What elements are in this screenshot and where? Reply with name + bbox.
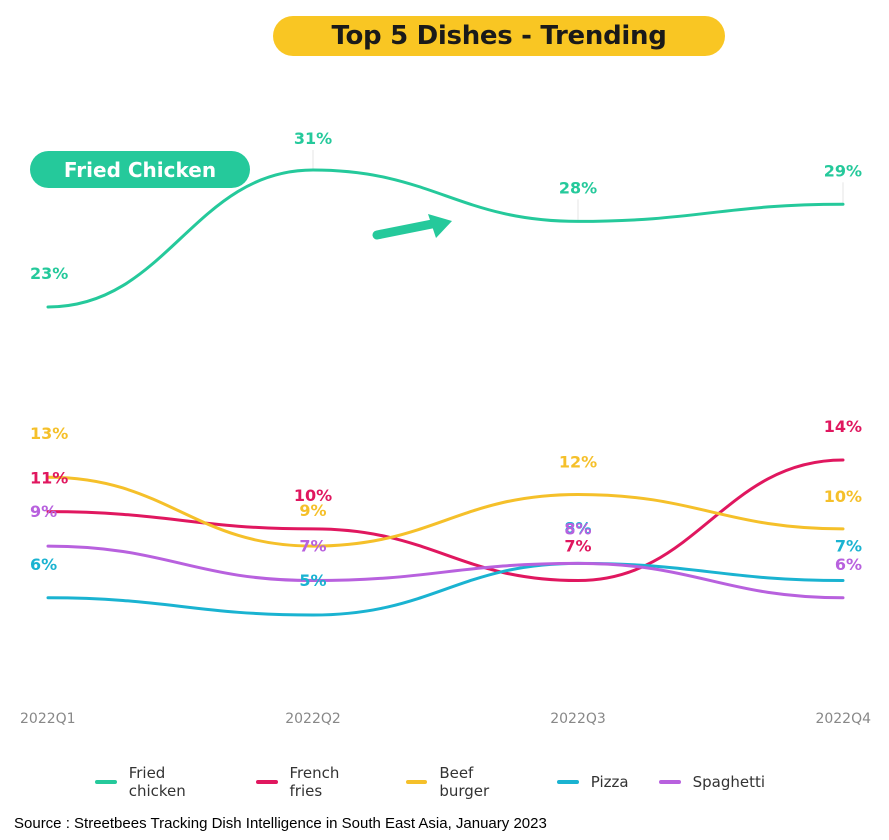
legend-item: French fries xyxy=(255,764,376,800)
legend-swatch xyxy=(658,780,681,784)
arrow-shaft xyxy=(372,219,437,240)
x-tick-label: 2022Q1 xyxy=(20,711,76,727)
legend-label: Spaghetti xyxy=(692,773,765,791)
guide-lines xyxy=(312,150,844,222)
legend-swatch xyxy=(405,780,428,784)
legend-swatch xyxy=(95,780,117,784)
data-label-spaghetti: 9% xyxy=(30,502,57,521)
trend-arrow-icon xyxy=(372,214,452,240)
chart-title: Top 5 Dishes - Trending xyxy=(273,16,725,56)
data-label-spaghetti: 7% xyxy=(299,537,326,556)
fried-chicken-badge: Fried Chicken xyxy=(30,151,250,188)
data-label-spaghetti: 8% xyxy=(564,519,591,538)
data-label-pizza: 8% xyxy=(564,518,591,537)
data-label-beef-burger: 10% xyxy=(824,487,862,506)
legend-label: Pizza xyxy=(590,773,629,791)
data-label-spaghetti: 6% xyxy=(835,555,862,574)
data-label-pizza: 7% xyxy=(835,537,862,556)
legend-item: Beef burger xyxy=(405,764,527,800)
data-label-beef-burger: 13% xyxy=(30,424,68,443)
data-label-fried-chicken: 23% xyxy=(30,264,68,283)
legend-item: Spaghetti xyxy=(658,773,765,791)
legend-swatch xyxy=(556,780,579,784)
source-note: Source : Streetbees Tracking Dish Intell… xyxy=(14,815,547,832)
line-chart: 23% 31% 28% 29% 11% 10% 7% 14% 13% 9% 12% 10% 6% 5% 8%… xyxy=(20,129,871,727)
legend-item: Fried chicken xyxy=(95,764,226,800)
series-line-fried-chicken xyxy=(46,168,845,309)
data-label-french-fries: 14% xyxy=(824,417,862,436)
data-label-french-fries: 10% xyxy=(294,486,332,505)
data-label-beef-burger: 12% xyxy=(559,452,597,471)
data-label-fried-chicken: 31% xyxy=(294,129,332,148)
chart-legend: Fried chicken French fries Beef burger Pizz… xyxy=(95,764,795,800)
data-label-fried-chicken: 29% xyxy=(824,161,862,180)
x-tick-label: 2022Q3 xyxy=(550,711,606,727)
data-label-french-fries: 11% xyxy=(30,469,68,488)
data-label-pizza: 5% xyxy=(299,571,326,590)
legend-label: French fries xyxy=(289,764,340,800)
legend-item: Pizza xyxy=(556,773,629,791)
series-line-beef-burger xyxy=(46,475,845,548)
series-line-spaghetti xyxy=(46,544,845,600)
series-line-pizza xyxy=(46,561,845,617)
arrow-head xyxy=(428,214,452,238)
data-label-fried-chicken: 28% xyxy=(559,178,597,197)
x-tick-label: 2022Q2 xyxy=(285,711,341,727)
data-label-beef-burger: 9% xyxy=(299,501,326,520)
legend-label: Beef burger xyxy=(439,764,490,800)
legend-label: Fried chicken xyxy=(128,764,186,800)
data-label-pizza: 6% xyxy=(30,555,57,574)
data-label-french-fries: 7% xyxy=(564,537,591,556)
legend-swatch xyxy=(255,780,278,784)
x-tick-label: 2022Q4 xyxy=(815,711,871,727)
